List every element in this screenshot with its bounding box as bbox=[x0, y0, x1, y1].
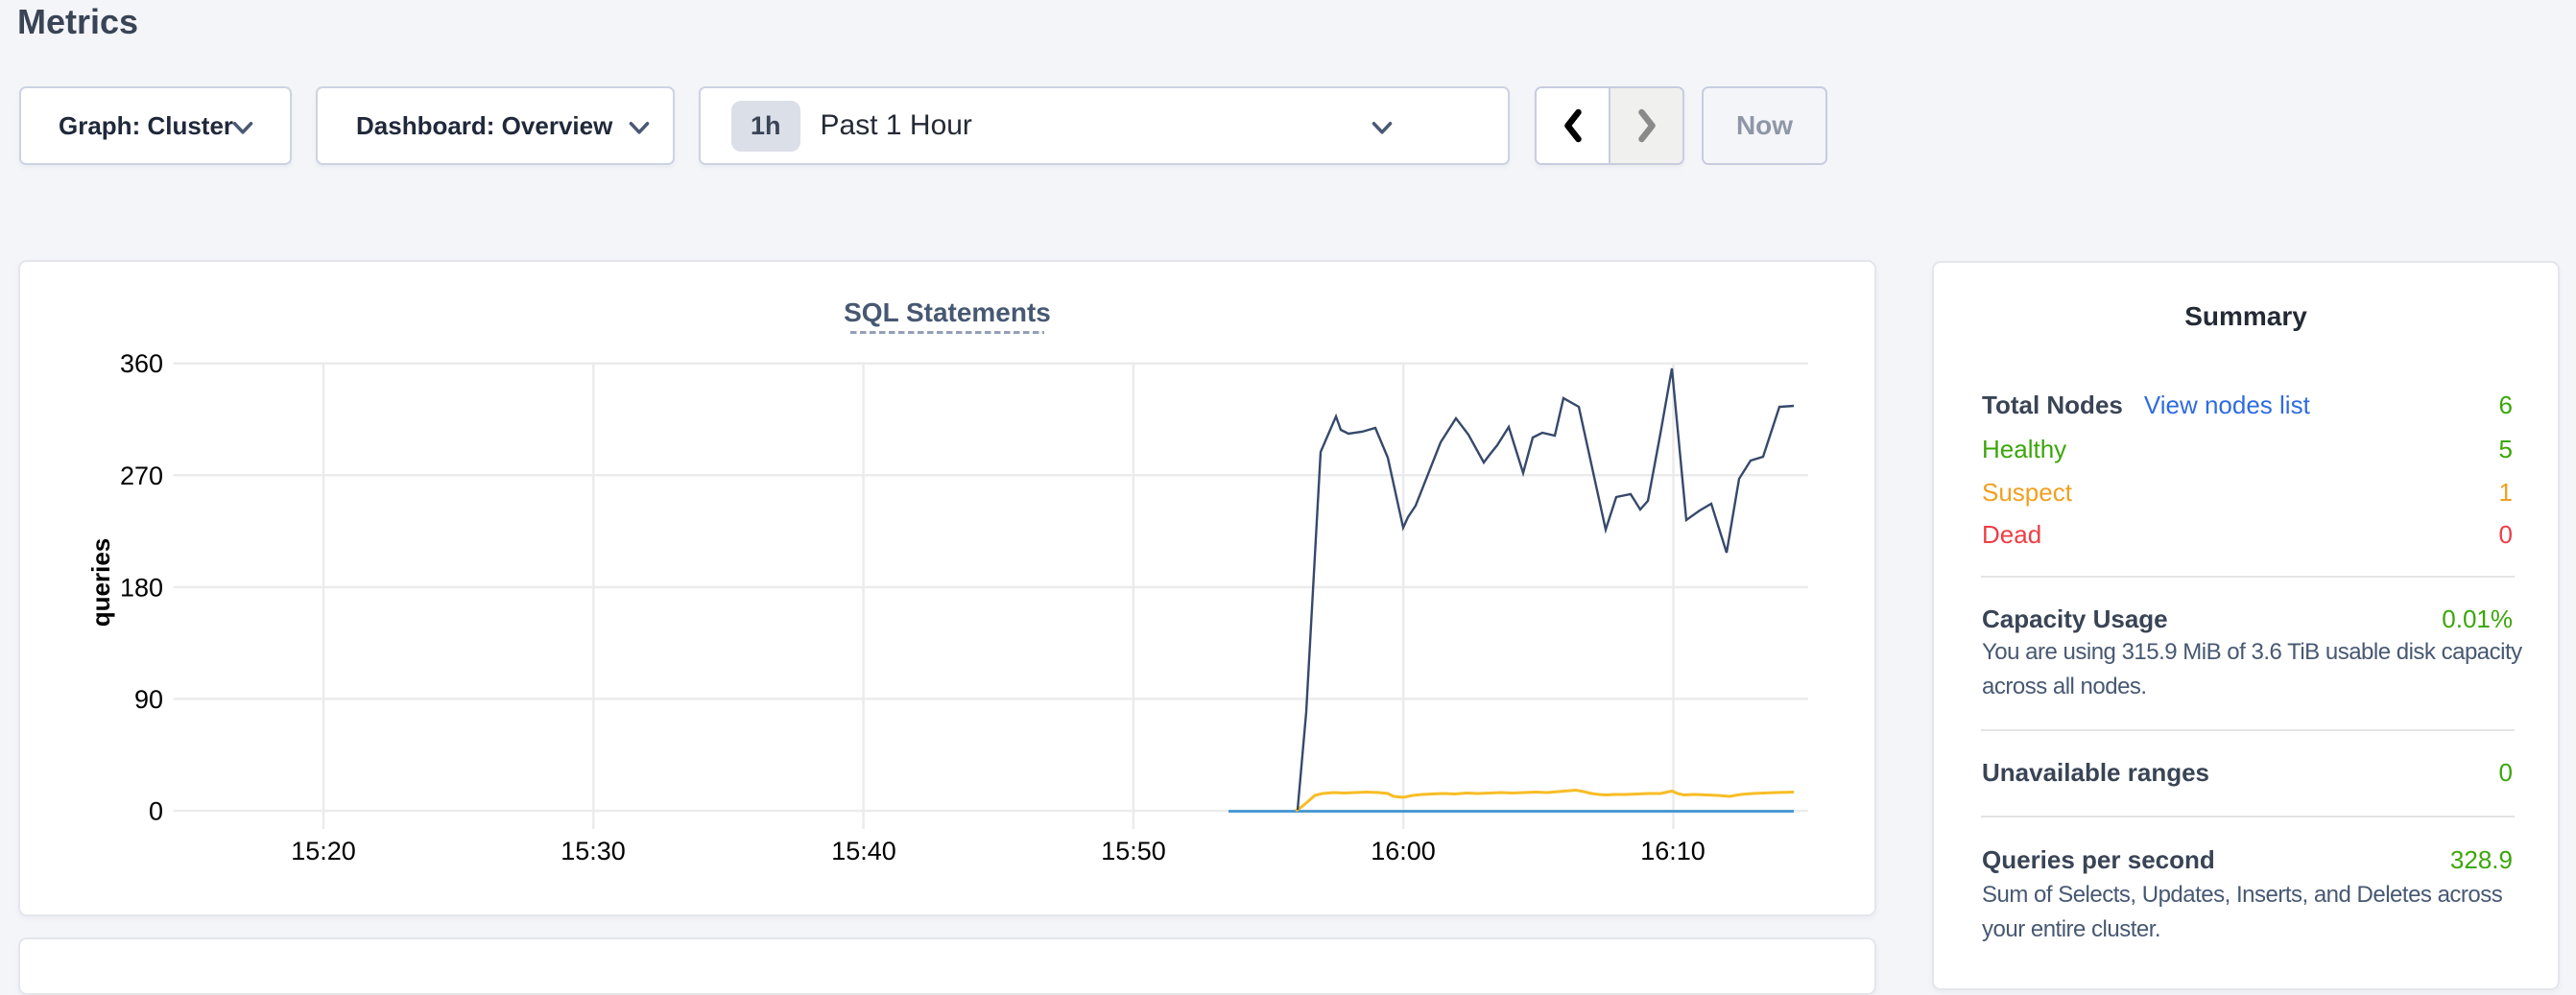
svg-text:360: 360 bbox=[120, 349, 163, 378]
svg-text:0: 0 bbox=[149, 797, 163, 826]
svg-text:180: 180 bbox=[120, 573, 163, 602]
svg-text:16:00: 16:00 bbox=[1371, 837, 1436, 865]
svg-text:270: 270 bbox=[120, 462, 163, 490]
svg-text:16:10: 16:10 bbox=[1640, 837, 1705, 865]
svg-text:90: 90 bbox=[134, 685, 163, 714]
svg-text:15:20: 15:20 bbox=[291, 837, 356, 865]
svg-text:15:30: 15:30 bbox=[561, 837, 626, 865]
svg-text:15:40: 15:40 bbox=[831, 837, 896, 865]
svg-text:queries: queries bbox=[86, 538, 115, 628]
svg-text:15:50: 15:50 bbox=[1101, 837, 1166, 865]
